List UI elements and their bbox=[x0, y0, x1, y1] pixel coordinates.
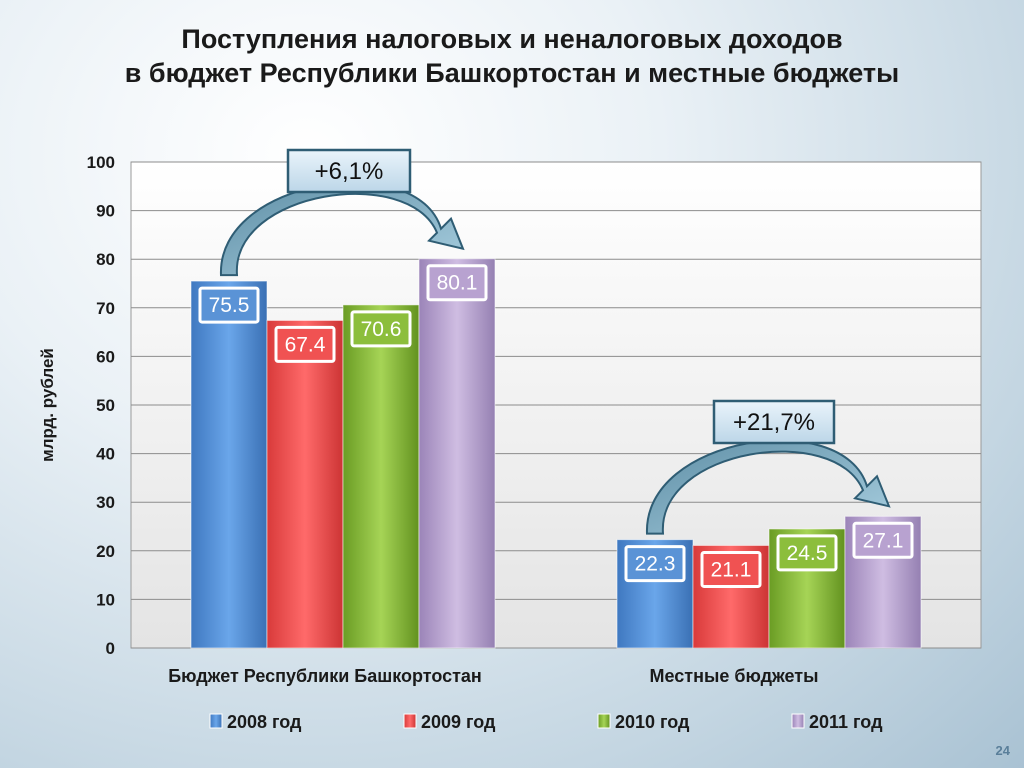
value-label-box bbox=[426, 264, 488, 302]
x-axis-categories: Бюджет Республики Башкортостан Местные бю… bbox=[168, 666, 818, 686]
growth-callouts: +6,1% +21,7% bbox=[286, 148, 836, 445]
value-labels: 75.5 67.4 70.6 80.1 22.3 21.1 24.5 27.1 bbox=[198, 264, 914, 588]
value-label: 21.1 bbox=[711, 558, 752, 581]
legend-label: 2009 год bbox=[421, 712, 496, 732]
legend-swatch bbox=[403, 713, 417, 729]
legend-label: 2010 год bbox=[615, 712, 690, 732]
growth-arrows bbox=[219, 181, 891, 535]
value-label: 80.1 bbox=[437, 272, 478, 295]
growth-callout-box bbox=[286, 148, 412, 194]
growth-callout-text: +6,1% bbox=[315, 158, 384, 185]
bar-2008-год-cat-0 bbox=[190, 280, 268, 649]
growth-arrow bbox=[219, 181, 465, 277]
category-label: Местные бюджеты bbox=[649, 666, 818, 686]
value-label-box bbox=[852, 521, 914, 559]
legend-swatch bbox=[209, 713, 223, 729]
value-label-box bbox=[274, 325, 336, 363]
title-line-1: Поступления налоговых и неналоговых дохо… bbox=[181, 24, 843, 54]
y-tick-label: 70 bbox=[96, 299, 115, 318]
y-tick-label: 50 bbox=[96, 396, 115, 415]
value-label: 75.5 bbox=[209, 294, 250, 317]
y-tick-label: 10 bbox=[96, 590, 115, 609]
value-label: 22.3 bbox=[635, 553, 676, 576]
legend-swatch bbox=[597, 713, 611, 729]
y-axis-label: млрд. рублей bbox=[38, 348, 57, 462]
bar-2010-год-cat-0 bbox=[342, 304, 420, 649]
bar-2011-год-cat-0 bbox=[418, 258, 496, 649]
growth-callout-text: +21,7% bbox=[733, 409, 815, 436]
legend-label: 2008 год bbox=[227, 712, 302, 732]
y-tick-label: 60 bbox=[96, 347, 115, 366]
value-label: 24.5 bbox=[787, 542, 828, 565]
y-tick-label: 80 bbox=[96, 250, 115, 269]
legend-swatch bbox=[791, 713, 805, 729]
y-axis-ticks: 0 10 20 30 40 50 60 70 80 90 100 bbox=[87, 153, 115, 658]
value-label-box bbox=[776, 534, 838, 572]
y-tick-label: 0 bbox=[106, 639, 115, 658]
y-tick-label: 90 bbox=[96, 202, 115, 221]
value-label-box bbox=[350, 310, 412, 348]
y-tick-label: 30 bbox=[96, 493, 115, 512]
category-label: Бюджет Республики Башкортостан bbox=[168, 666, 482, 686]
legend: 2008 год 2009 год 2010 год 2011 год bbox=[209, 712, 883, 732]
value-label: 27.1 bbox=[863, 529, 904, 552]
y-tick-label: 100 bbox=[87, 153, 115, 172]
legend-label: 2011 год bbox=[809, 712, 883, 732]
title-line-2: в бюджет Республики Башкортостан и местн… bbox=[124, 58, 900, 88]
bar-2009-год-cat-0 bbox=[266, 319, 344, 649]
value-label-box bbox=[700, 550, 762, 588]
value-label: 70.6 bbox=[361, 318, 402, 341]
y-tick-label: 20 bbox=[96, 542, 115, 561]
value-label: 67.4 bbox=[285, 333, 326, 356]
growth-arrow bbox=[645, 439, 891, 535]
page-number: 24 bbox=[995, 743, 1010, 758]
growth-callout-box bbox=[712, 399, 836, 445]
y-tick-label: 40 bbox=[96, 445, 115, 464]
value-label-box bbox=[198, 286, 260, 324]
slide-title: Поступления налоговых и неналоговых дохо… bbox=[0, 22, 1024, 90]
value-label-box bbox=[624, 545, 686, 583]
